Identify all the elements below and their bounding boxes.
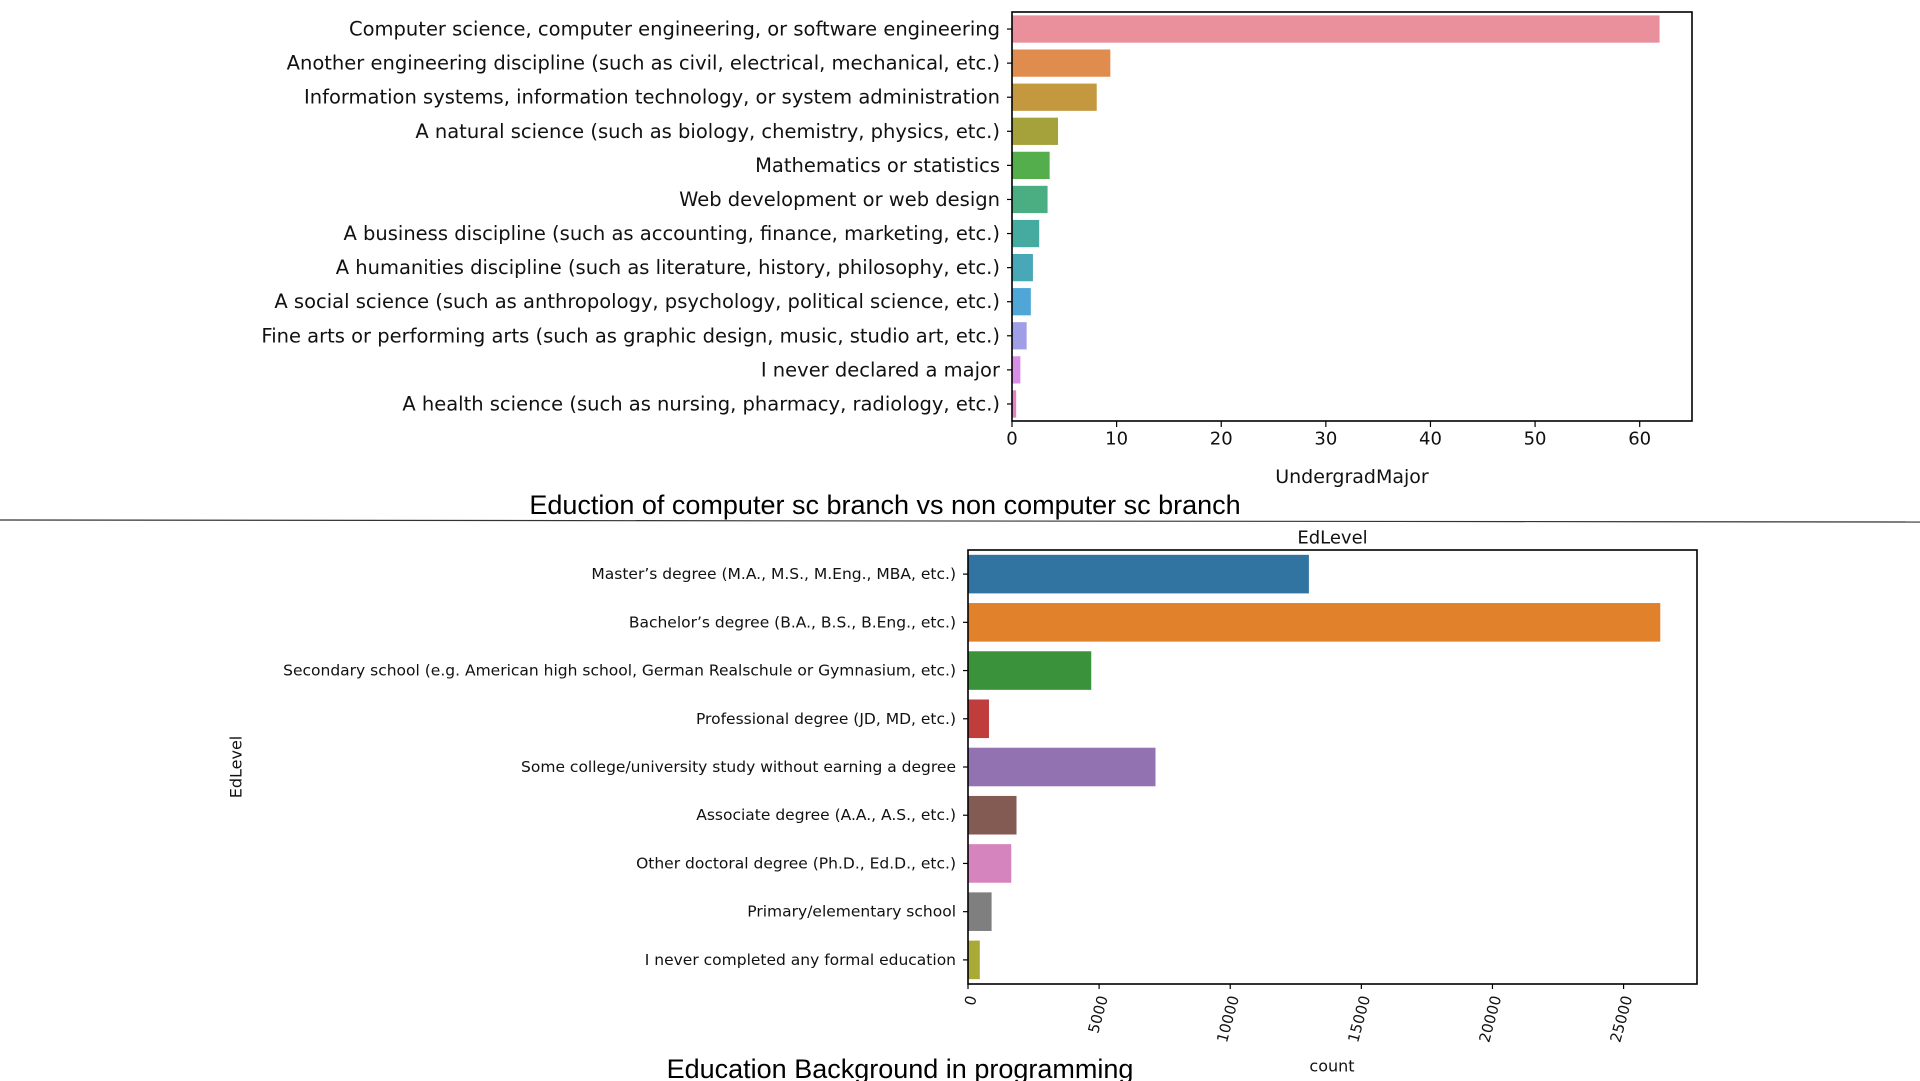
bar <box>968 651 1092 690</box>
bar <box>1012 288 1031 316</box>
bar <box>968 940 980 980</box>
x-axis-label: count <box>1309 1057 1354 1076</box>
chart-title: EdLevel <box>1297 528 1367 549</box>
category-label: Bachelor’s degree (B.A., B.S., B.Eng., e… <box>629 613 956 631</box>
plot-frame <box>1011 11 1693 422</box>
category-label: Another engineering discipline (such as … <box>287 52 1000 75</box>
bar <box>1012 15 1660 43</box>
undergrad-major-chart: Computer science, computer engineering, … <box>261 11 1693 520</box>
bar <box>968 603 1661 642</box>
x-tick-label: 60 <box>1628 429 1651 450</box>
x-tick-label: 40 <box>1419 429 1442 450</box>
figure-caption: Education Background in programming <box>667 1054 1134 1081</box>
bar <box>968 892 992 931</box>
category-label: Some college/university study without ea… <box>521 758 956 776</box>
bar <box>968 554 1309 594</box>
bar <box>968 795 1017 835</box>
x-tick-label: 20 <box>1210 429 1233 450</box>
section-divider <box>0 519 1920 523</box>
bar <box>1012 253 1033 282</box>
bar <box>1012 117 1059 145</box>
category-label: Primary/elementary school <box>747 903 956 921</box>
bar <box>1012 83 1097 111</box>
category-label: Mathematics or statistics <box>755 154 1000 177</box>
bar <box>968 699 989 739</box>
x-tick-label: 0 <box>1006 429 1017 450</box>
figure-caption: Eduction of computer sc branch vs non co… <box>529 490 1240 520</box>
category-label: Other doctoral degree (Ph.D., Ed.D., etc… <box>636 854 956 872</box>
bar <box>968 747 1156 787</box>
bar <box>1012 185 1048 214</box>
x-axis-label: UndergradMajor <box>1275 466 1429 488</box>
x-tick-label: 50 <box>1524 429 1547 450</box>
category-label: Web development or web design <box>679 188 1000 211</box>
category-label: A humanities discipline (such as literat… <box>336 256 1000 279</box>
category-label: Associate degree (A.A., A.S., etc.) <box>696 806 956 824</box>
bar <box>1012 390 1017 418</box>
bar <box>1012 322 1027 350</box>
x-tick-label: 30 <box>1314 429 1337 450</box>
category-label: Information systems, information technol… <box>304 86 1000 109</box>
category-label: Professional degree (JD, MD, etc.) <box>696 710 956 728</box>
category-label: Master’s degree (M.A., M.S., M.Eng., MBA… <box>591 565 956 583</box>
category-label: I never declared a major <box>761 358 1001 381</box>
category-label: A health science (such as nursing, pharm… <box>402 392 1000 415</box>
bar <box>1012 356 1021 384</box>
category-label: Secondary school (e.g. American high sch… <box>283 662 956 680</box>
bar <box>968 844 1012 883</box>
bar <box>1012 49 1111 77</box>
y-axis-label: EdLevel <box>227 736 246 799</box>
bar <box>1012 151 1050 180</box>
bar <box>1012 219 1040 248</box>
category-label: I never completed any formal education <box>645 951 956 969</box>
category-label: A business discipline (such as accountin… <box>343 222 1000 245</box>
category-label: A social science (such as anthropology, … <box>274 290 1000 313</box>
category-label: Computer science, computer engineering, … <box>349 18 1000 41</box>
x-tick-label: 10 <box>1105 429 1128 450</box>
x-tick-label: 0 <box>961 994 981 1008</box>
edlevel-chart: Master’s degree (M.A., M.S., M.Eng., MBA… <box>227 528 1698 1081</box>
category-label: Fine arts or performing arts (such as gr… <box>261 324 1000 347</box>
category-label: A natural science (such as biology, chem… <box>415 120 1000 143</box>
